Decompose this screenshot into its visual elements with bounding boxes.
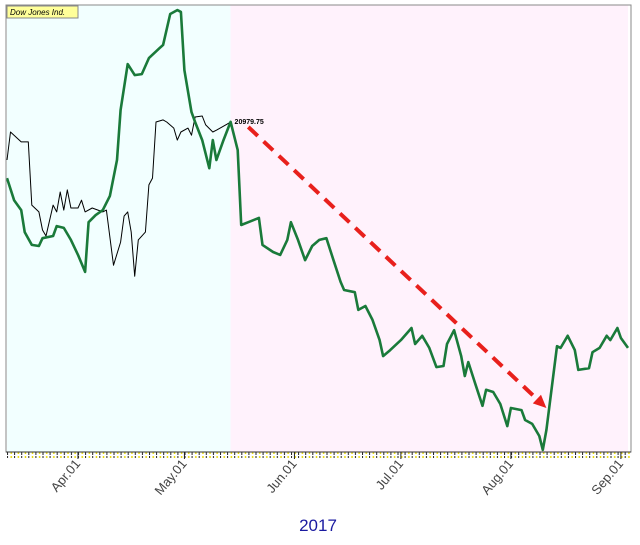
legend-label: Dow Jones Ind.	[10, 8, 65, 17]
lines: 20979.75	[5, 8, 630, 452]
trend-arrow	[246, 125, 539, 401]
x-tick-label: Apr.01	[48, 456, 84, 494]
background-region	[230, 5, 628, 452]
x-tick-label: Aug.01	[478, 456, 516, 497]
legend: Dow Jones Ind.	[6, 5, 79, 19]
x-axis-label: 2017	[299, 516, 337, 535]
background-region	[7, 5, 231, 452]
trend-arrow-head	[532, 394, 547, 408]
legend-box	[6, 5, 79, 19]
x-tick-label: May.01	[151, 456, 189, 498]
x-tick-label: Jul.01	[372, 456, 406, 492]
x-tick-label: Sep.01	[588, 456, 626, 497]
series-line	[5, 8, 630, 452]
series-line	[6, 115, 231, 277]
minor-ticks	[6, 452, 631, 458]
x-tick-label: Jun.01	[263, 456, 300, 496]
regions	[7, 5, 628, 452]
annotation: 20979.75	[235, 119, 264, 126]
